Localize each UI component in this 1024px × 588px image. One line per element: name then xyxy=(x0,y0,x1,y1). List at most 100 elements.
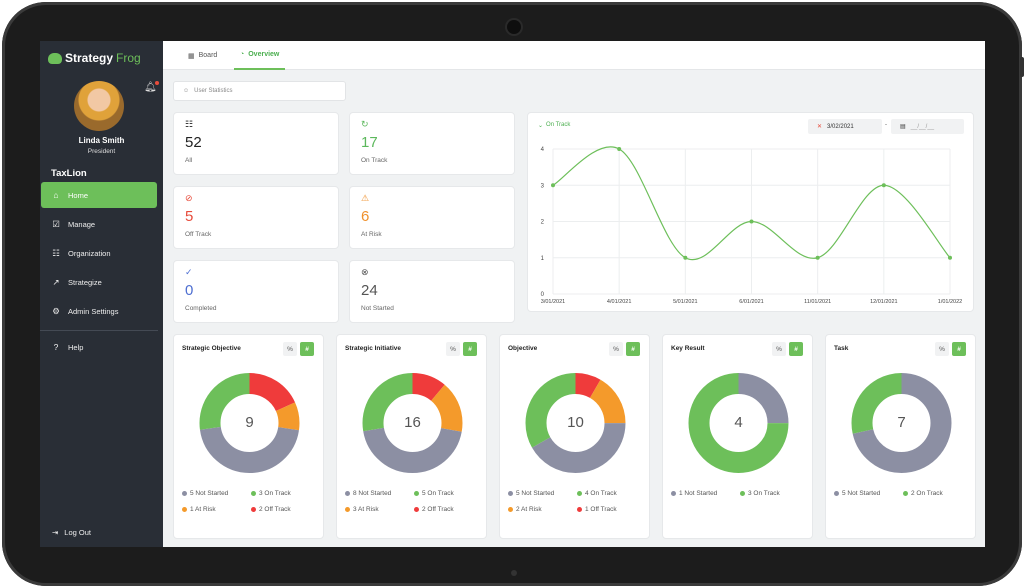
stat-value: 6 xyxy=(361,208,370,225)
count-toggle-button[interactable]: # xyxy=(789,342,803,356)
percent-toggle-button[interactable]: % xyxy=(772,342,786,356)
nav-item-organization[interactable]: ☷ Organization xyxy=(41,240,157,266)
donut-segment-not-started[interactable] xyxy=(525,373,626,473)
nav-item-manage[interactable]: ☑ Manage xyxy=(41,211,157,237)
legend-dot xyxy=(182,506,187,512)
percent-toggle-button[interactable]: % xyxy=(283,342,297,356)
legend-dot xyxy=(508,506,513,512)
legend-item: 2 At Risk xyxy=(508,506,542,513)
count-toggle-button[interactable]: # xyxy=(952,342,966,356)
stat-value: 0 xyxy=(185,282,194,299)
data-point[interactable] xyxy=(749,219,754,224)
stat-card-at-risk[interactable]: ⚠ 6 At Risk xyxy=(349,186,515,249)
nav-label: Organization xyxy=(68,248,111,258)
tab-board[interactable]: ▦ Board xyxy=(185,41,220,70)
status-filter[interactable]: ⌄ On Track xyxy=(538,122,570,129)
donut-total: 4 xyxy=(734,414,743,431)
stat-card-on-track[interactable]: ↻ 17 On Track xyxy=(349,112,515,175)
legend-dot xyxy=(251,490,256,496)
logout-button[interactable]: ⇥ Log Out xyxy=(52,528,91,537)
stat-card-off-track[interactable]: ⊘ 5 Off Track xyxy=(173,186,339,249)
nav-item-strategize[interactable]: ↗ Strategize xyxy=(41,269,157,295)
donut-segment-not-started[interactable] xyxy=(362,373,463,473)
data-point[interactable] xyxy=(683,255,688,260)
legend-label: 1 Off Track xyxy=(585,506,617,513)
legend-item: 1 Off Track xyxy=(577,506,617,513)
nav-item-admin-settings[interactable]: ⚙ Admin Settings xyxy=(41,298,157,324)
clear-icon[interactable]: ✕ xyxy=(817,124,823,130)
legend-label: 2 Off Track xyxy=(259,506,291,513)
grid-icon: ☷ xyxy=(185,119,194,129)
date-to-value: __/__/__ xyxy=(910,123,935,130)
date-separator: - xyxy=(885,122,887,128)
donut-total: 10 xyxy=(567,414,584,431)
card-title: Strategic Objective xyxy=(182,345,241,352)
nav-item-home[interactable]: ⌂ Home xyxy=(41,182,157,208)
user-icon: ☺ xyxy=(183,88,190,94)
legend-item: 2 Off Track xyxy=(251,506,291,513)
legend-label: 3 On Track xyxy=(259,490,291,497)
card-title: Strategic Initiative xyxy=(345,345,401,352)
donut-segment-at-risk[interactable] xyxy=(199,373,300,473)
data-point[interactable] xyxy=(815,255,820,260)
checkbox-icon: ☑ xyxy=(52,218,60,229)
data-point[interactable] xyxy=(881,183,886,188)
legend-label: 3 At Risk xyxy=(353,506,379,513)
date-to-field[interactable]: ▤ __/__/__ xyxy=(891,119,964,134)
app-logo[interactable]: Strategy Frog xyxy=(48,51,141,65)
donut-segment-at-risk[interactable] xyxy=(362,373,463,473)
stat-card-all[interactable]: ☷ 52 All xyxy=(173,112,339,175)
legend-item: 5 Not Started xyxy=(508,490,554,497)
bell-icon[interactable]: 🔔︎ xyxy=(144,81,159,93)
org-name: TaxLion xyxy=(51,168,87,179)
donut-chart xyxy=(199,373,300,473)
donut-segment-on-track[interactable] xyxy=(688,373,789,473)
donut-segment-on-track[interactable] xyxy=(851,373,952,473)
x-tick-label: 6/01/2021 xyxy=(739,299,763,305)
donut-segment-not-started[interactable] xyxy=(199,373,300,473)
data-point[interactable] xyxy=(551,183,555,188)
donut-segment-on-track[interactable] xyxy=(525,373,626,473)
status-filter-label: On Track xyxy=(546,122,571,128)
avatar[interactable] xyxy=(74,81,124,131)
trend-chart-card: ⌄ On Track ✕ 3/02/2021 - ▤ __/__/__ 0 1 2 3… xyxy=(527,112,974,312)
count-toggle-button[interactable]: # xyxy=(626,342,640,356)
user-statistics-select[interactable]: ☺ User Statistics xyxy=(173,81,346,101)
legend-dot xyxy=(345,490,350,496)
data-point[interactable] xyxy=(617,147,622,151)
legend-dot xyxy=(834,490,839,496)
ban-icon: ⊘ xyxy=(185,193,193,203)
donut-segment-at-risk[interactable] xyxy=(525,373,626,473)
stat-card-completed[interactable]: ✓ 0 Completed xyxy=(173,260,339,323)
donut-segment-on-track[interactable] xyxy=(362,373,463,473)
stat-label: All xyxy=(185,157,193,164)
donut-chart xyxy=(525,373,626,473)
percent-toggle-button[interactable]: % xyxy=(446,342,460,356)
tab-overview[interactable]: ◔ Overview xyxy=(234,41,286,70)
nav-item-help[interactable]: ? Help xyxy=(41,334,157,360)
legend-dot xyxy=(414,506,419,512)
count-toggle-button[interactable]: # xyxy=(463,342,477,356)
card-title: Key Result xyxy=(671,345,705,352)
legend-dot xyxy=(577,506,582,512)
donut-segment-on-track[interactable] xyxy=(199,373,300,473)
date-from-field[interactable]: ✕ 3/02/2021 xyxy=(808,119,882,134)
app-screen: Strategy Frog 🔔︎ Linda Smith President Ta… xyxy=(40,41,985,547)
legend-dot xyxy=(740,490,745,496)
data-point[interactable] xyxy=(948,255,952,260)
count-toggle-button[interactable]: # xyxy=(300,342,314,356)
donut-card-strategic-initiative: Strategic Initiative% #16 8 Not Started 5 O… xyxy=(336,334,487,539)
brand-name-part-b: Frog xyxy=(116,51,141,65)
donut-card-objective: Objective% #10 5 Not Started 4 On Track 2 At… xyxy=(499,334,650,539)
legend-dot xyxy=(414,490,419,496)
donut-chart xyxy=(362,373,463,473)
percent-toggle-button[interactable]: % xyxy=(609,342,623,356)
legend-item: 1 Not Started xyxy=(671,490,717,497)
stat-label: At Risk xyxy=(361,231,382,238)
circle-x-icon: ⊗ xyxy=(361,267,369,277)
percent-toggle-button[interactable]: % xyxy=(935,342,949,356)
y-tick-label: 3 xyxy=(541,183,545,189)
stat-card-not-started[interactable]: ⊗ 24 Not Started xyxy=(349,260,515,323)
legend-dot xyxy=(903,490,908,496)
x-tick-label: 3/01/2021 xyxy=(541,299,565,305)
